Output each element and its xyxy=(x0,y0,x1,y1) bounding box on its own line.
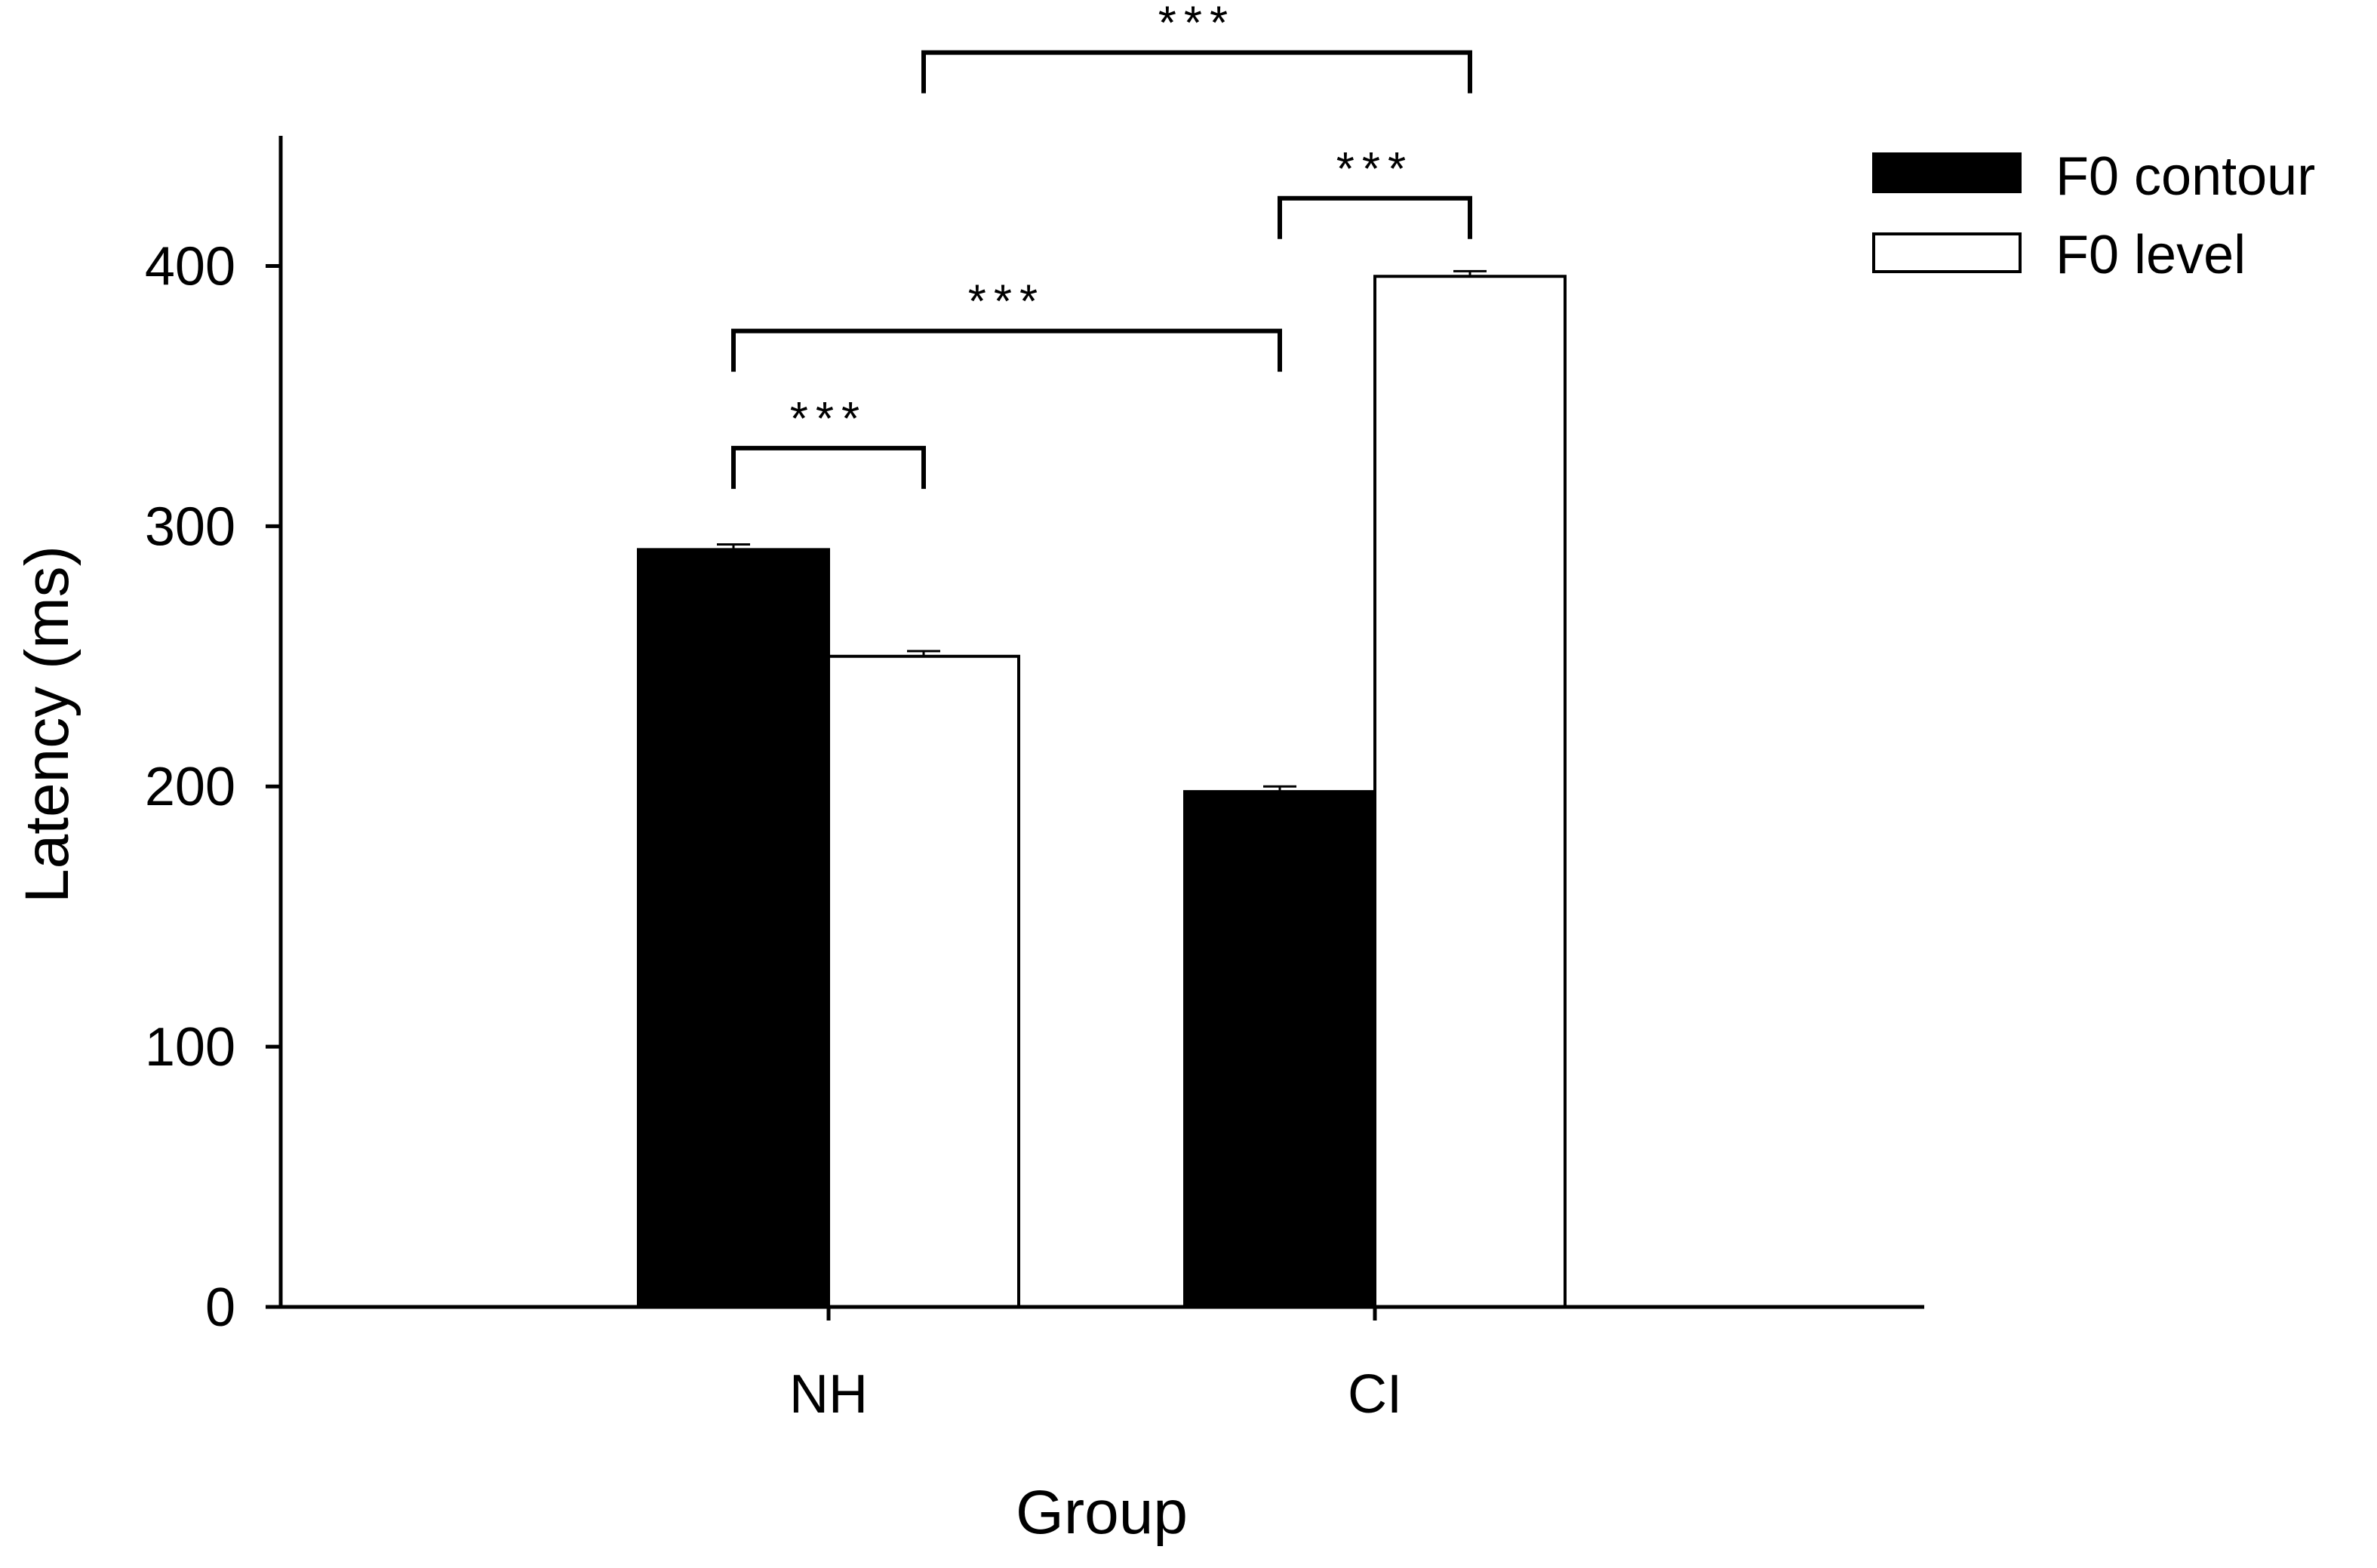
x-axis-title: Group xyxy=(1016,1478,1188,1547)
y-tick-label-100: 100 xyxy=(145,1017,235,1078)
axes xyxy=(266,136,1924,1309)
bar-nh-f0-level xyxy=(827,654,1020,1308)
legend-label-f0-contour: F0 contour xyxy=(2056,146,2315,207)
y-tick-label-200: 200 xyxy=(145,757,235,817)
y-axis-title: Latency (ms) xyxy=(13,546,81,903)
significance-bracket-3 xyxy=(1278,195,1472,239)
y-ticks: 0 100 200 300 400 xyxy=(145,236,281,1338)
y-tick-label-400: 400 xyxy=(145,236,235,297)
legend-swatch-f0-level xyxy=(1872,232,2022,273)
x-tick-label-nh: NH xyxy=(789,1364,868,1425)
x-ticks: NH CI xyxy=(789,1307,1402,1425)
legend: F0 contour F0 level xyxy=(1872,146,2315,285)
y-tick-label-0: 0 xyxy=(205,1277,235,1338)
significance-bracket-4 xyxy=(921,50,1472,94)
significance-brackets: *** *** *** *** xyxy=(731,0,1472,489)
bar-ci-f0-level xyxy=(1373,275,1567,1308)
x-tick-label-ci: CI xyxy=(1348,1364,1402,1425)
error-bars-layer xyxy=(717,269,1487,792)
legend-label-f0-level: F0 level xyxy=(2056,225,2246,285)
significance-label-3: *** xyxy=(1336,143,1413,195)
y-tick-label-300: 300 xyxy=(145,497,235,557)
significance-label-2: *** xyxy=(968,276,1045,328)
bar-nh-f0-contour xyxy=(637,548,830,1308)
significance-bracket-2 xyxy=(731,328,1282,372)
legend-swatch-f0-contour xyxy=(1872,152,2022,193)
significance-bracket-1 xyxy=(731,445,926,489)
bars-layer xyxy=(637,275,1567,1308)
bar-ci-f0-contour xyxy=(1183,790,1376,1308)
significance-label-4: *** xyxy=(1158,0,1235,50)
significance-label-1: *** xyxy=(790,393,867,445)
